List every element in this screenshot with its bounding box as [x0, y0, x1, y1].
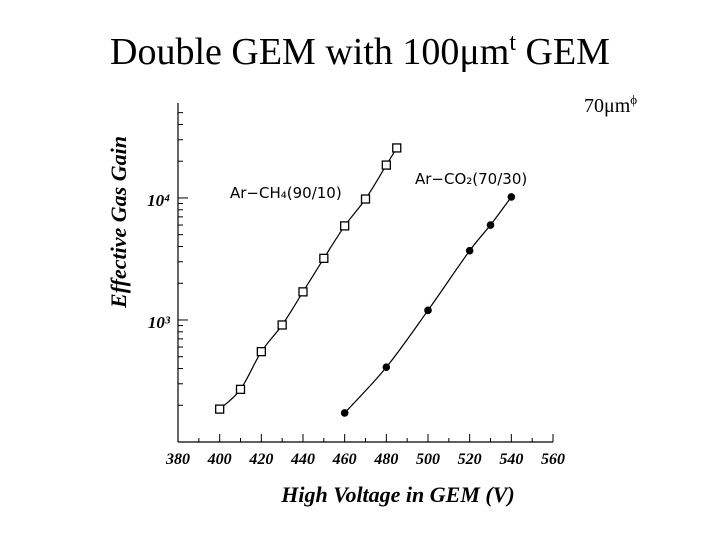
marker	[424, 306, 432, 315]
marker	[256, 347, 266, 357]
x-tick-label: 420	[248, 451, 273, 468]
marker	[507, 193, 516, 201]
y-tick-label: 10³	[148, 313, 171, 332]
series-line	[219, 147, 398, 410]
x-tick-label: 500	[416, 451, 440, 468]
y-tick-label: 10⁴	[147, 191, 170, 210]
subtitle: 70μmϕ	[584, 92, 637, 117]
plot: 380 400 420 440 460 480 500 520 540 560 10³ 10⁴ Ar−C…	[147, 103, 565, 468]
marker	[465, 246, 474, 255]
slide-title: Double GEM with 100μmt GEM	[110, 30, 610, 73]
marker	[340, 221, 350, 231]
marker	[235, 384, 246, 395]
x-tick-label: 540	[499, 451, 523, 468]
series-line	[344, 196, 512, 414]
subtitle-main: 70μm	[584, 95, 631, 117]
subtitle-sup: ϕ	[630, 92, 637, 107]
marker	[319, 253, 329, 263]
series-label: Ar−CO₂(70/30)	[415, 170, 527, 188]
marker	[360, 194, 371, 204]
series-label: Ar−CH₄(90/10)	[230, 184, 342, 202]
x-tick-label: 400	[207, 451, 232, 468]
title-main: Double GEM with 100μm	[110, 31, 509, 73]
marker	[340, 409, 349, 417]
marker	[381, 160, 391, 170]
marker	[382, 363, 391, 372]
x-tick-label: 560	[541, 451, 565, 468]
marker	[298, 287, 308, 297]
marker	[277, 320, 287, 330]
marker	[215, 404, 225, 414]
marker	[392, 143, 402, 153]
x-tick-label: 380	[165, 451, 190, 468]
x-tick-label: 480	[373, 451, 398, 468]
x-tick-label: 460	[332, 451, 357, 468]
x-axis-title: High Voltage in GEM (V)	[280, 482, 514, 507]
title-sup: t	[509, 30, 516, 56]
y-axis-title: Effective Gas Gain	[106, 136, 131, 309]
marker	[486, 221, 495, 229]
x-tick-label: 520	[458, 451, 482, 468]
x-tick-label: 440	[290, 451, 315, 468]
title-end: GEM	[516, 31, 610, 73]
